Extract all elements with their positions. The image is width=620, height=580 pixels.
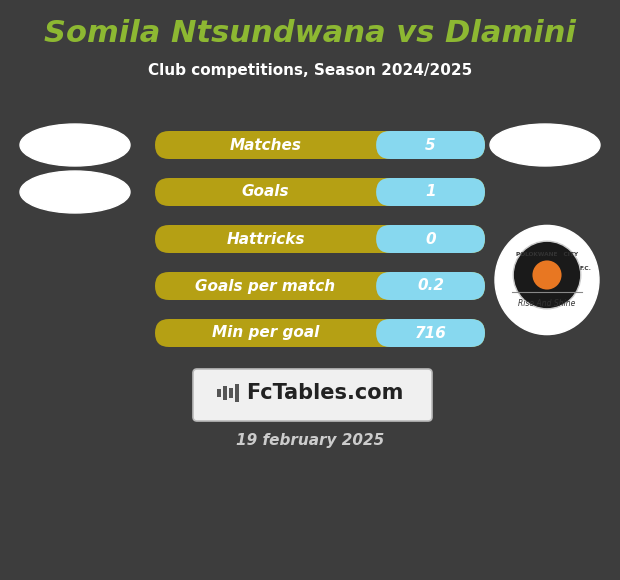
Text: Club competitions, Season 2024/2025: Club competitions, Season 2024/2025 xyxy=(148,63,472,78)
FancyBboxPatch shape xyxy=(155,178,485,206)
Text: Goals: Goals xyxy=(242,184,290,200)
Bar xyxy=(229,388,233,398)
FancyBboxPatch shape xyxy=(376,131,485,159)
FancyBboxPatch shape xyxy=(155,131,485,159)
Text: 0.2: 0.2 xyxy=(417,278,444,293)
Text: Goals per match: Goals per match xyxy=(195,278,335,293)
FancyBboxPatch shape xyxy=(376,178,485,206)
Text: Min per goal: Min per goal xyxy=(212,325,319,340)
Bar xyxy=(235,384,239,402)
Circle shape xyxy=(513,241,581,309)
FancyBboxPatch shape xyxy=(155,225,485,253)
FancyBboxPatch shape xyxy=(376,225,485,253)
FancyBboxPatch shape xyxy=(376,272,485,300)
Text: 716: 716 xyxy=(415,325,446,340)
Ellipse shape xyxy=(495,226,599,335)
Text: 5: 5 xyxy=(425,137,436,153)
FancyBboxPatch shape xyxy=(155,272,485,300)
Text: Matches: Matches xyxy=(229,137,301,153)
Text: 19 february 2025: 19 february 2025 xyxy=(236,433,384,448)
Text: Somila Ntsundwana vs Dlamini: Somila Ntsundwana vs Dlamini xyxy=(44,20,576,49)
Text: Rise And Shine: Rise And Shine xyxy=(518,299,576,309)
Text: POLOKWANE   CITY: POLOKWANE CITY xyxy=(516,252,578,256)
Circle shape xyxy=(533,260,562,289)
Ellipse shape xyxy=(20,171,130,213)
FancyBboxPatch shape xyxy=(376,319,485,347)
Ellipse shape xyxy=(20,124,130,166)
FancyBboxPatch shape xyxy=(155,319,485,347)
Text: 1: 1 xyxy=(425,184,436,200)
Bar xyxy=(223,386,227,400)
Text: F.C.: F.C. xyxy=(579,266,591,270)
Text: 0: 0 xyxy=(425,231,436,246)
Text: Hattricks: Hattricks xyxy=(226,231,305,246)
Text: FcTables.com: FcTables.com xyxy=(246,383,404,403)
Bar xyxy=(217,389,221,397)
FancyBboxPatch shape xyxy=(193,369,432,421)
Ellipse shape xyxy=(490,124,600,166)
